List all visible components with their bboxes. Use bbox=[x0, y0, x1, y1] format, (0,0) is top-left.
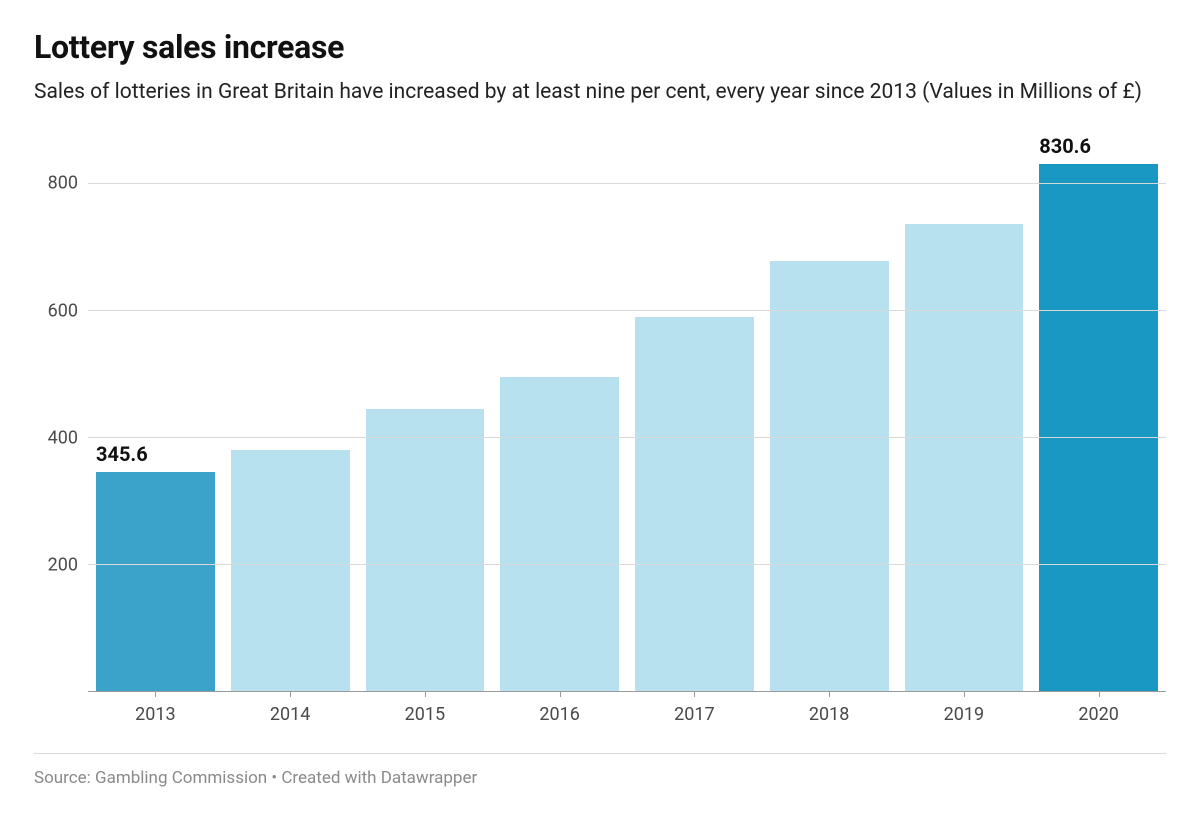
x-tick-mark bbox=[290, 691, 291, 697]
x-tick-label: 2013 bbox=[88, 704, 223, 725]
x-tick-mark bbox=[829, 691, 830, 697]
chart-area: 200 400 600 800 345.6 830.6 bbox=[34, 132, 1166, 692]
bars-container: 345.6 830.6 bbox=[88, 132, 1166, 691]
y-tick-label: 800 bbox=[48, 173, 78, 194]
y-axis: 200 400 600 800 bbox=[34, 132, 88, 692]
chart-subtitle: Sales of lotteries in Great Britain have… bbox=[34, 78, 1166, 106]
chart-footer: Source: Gambling Commission • Created wi… bbox=[34, 753, 1166, 788]
bar-slot bbox=[358, 132, 493, 691]
bar-slot bbox=[223, 132, 358, 691]
bar-wrap bbox=[770, 261, 889, 692]
bar-wrap bbox=[366, 409, 485, 692]
y-tick-label: 200 bbox=[48, 555, 78, 576]
x-tick-label: 2020 bbox=[1031, 704, 1166, 725]
bar-wrap: 345.6 bbox=[96, 472, 215, 692]
bar bbox=[770, 261, 889, 692]
x-tick-mark bbox=[560, 691, 561, 697]
x-tick-mark bbox=[425, 691, 426, 697]
chart-title: Lottery sales increase bbox=[34, 28, 1166, 66]
bar bbox=[96, 472, 215, 692]
bar bbox=[500, 377, 619, 691]
x-tick-label: 2014 bbox=[223, 704, 358, 725]
bar-wrap: 830.6 bbox=[1039, 164, 1158, 692]
x-tick-label: 2016 bbox=[492, 704, 627, 725]
gridline bbox=[88, 183, 1166, 184]
x-tick-mark bbox=[964, 691, 965, 697]
bar bbox=[366, 409, 485, 692]
x-tick-label: 2018 bbox=[762, 704, 897, 725]
bar-slot bbox=[492, 132, 627, 691]
x-tick-label: 2017 bbox=[627, 704, 762, 725]
x-tick-mark bbox=[155, 691, 156, 697]
bar-value-label: 830.6 bbox=[1039, 134, 1091, 158]
bar bbox=[231, 450, 350, 691]
x-axis: 20132014201520162017201820192020 bbox=[88, 704, 1166, 725]
bar-slot: 830.6 bbox=[1031, 132, 1166, 691]
y-tick-label: 400 bbox=[48, 427, 78, 448]
bar-slot bbox=[897, 132, 1032, 691]
plot-area: 345.6 830.6 bbox=[88, 132, 1166, 692]
bar bbox=[1039, 164, 1158, 692]
bar-slot: 345.6 bbox=[88, 132, 223, 691]
gridline bbox=[88, 310, 1166, 311]
bar-wrap bbox=[905, 224, 1024, 691]
x-tick-label: 2019 bbox=[897, 704, 1032, 725]
gridline bbox=[88, 564, 1166, 565]
y-tick-label: 600 bbox=[48, 300, 78, 321]
bar-slot bbox=[627, 132, 762, 691]
x-tick-mark bbox=[1099, 691, 1100, 697]
x-tick-mark bbox=[694, 691, 695, 697]
gridline bbox=[88, 437, 1166, 438]
bar-wrap bbox=[500, 377, 619, 691]
bar-wrap bbox=[635, 317, 754, 692]
bar-wrap bbox=[231, 450, 350, 691]
bar-slot bbox=[762, 132, 897, 691]
bar bbox=[905, 224, 1024, 691]
x-tick-label: 2015 bbox=[358, 704, 493, 725]
bar-value-label: 345.6 bbox=[96, 442, 148, 466]
bar bbox=[635, 317, 754, 692]
